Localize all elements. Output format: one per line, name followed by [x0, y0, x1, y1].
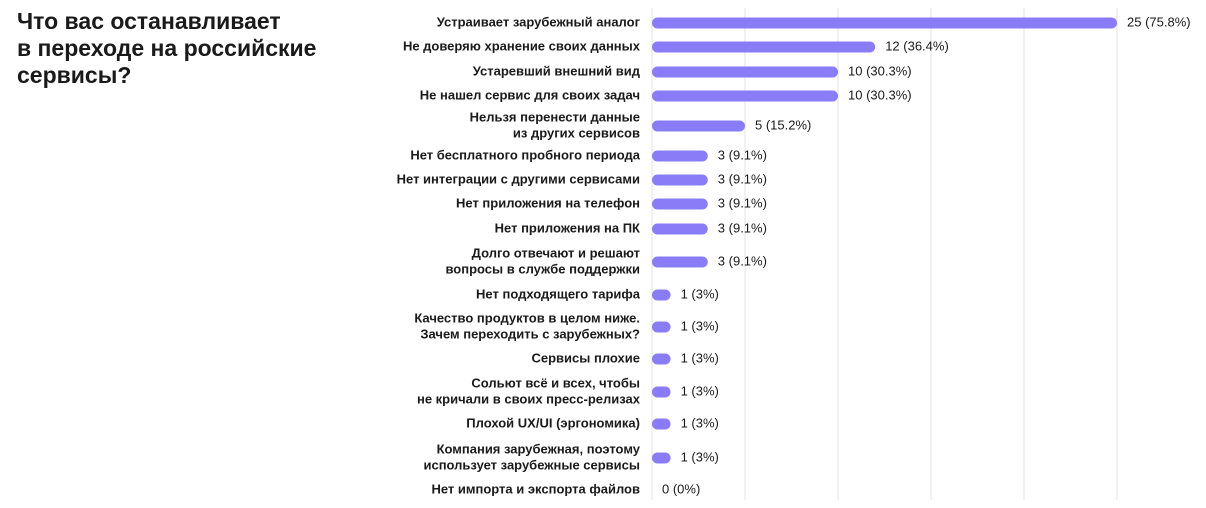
bar-row: Нет приложения на ПК 3 (9.1%)	[495, 220, 767, 235]
bar-row: Нет подходящего тарифа 1 (3%)	[476, 286, 719, 301]
category-label: Нет интеграции с другими сервисами	[397, 171, 640, 186]
bar	[652, 386, 671, 398]
bar	[652, 289, 671, 301]
category-label: Зачем переходить с зарубежных?	[420, 326, 640, 341]
category-label: Нет приложения на ПК	[495, 220, 640, 235]
bar-row: Устраивает зарубежный аналог 25 (75.8%)	[437, 14, 1191, 29]
chart-title: Что вас останавливает в переходе на росс…	[17, 8, 317, 88]
bar-row: Качество продуктов в целом ниже.Зачем пе…	[414, 310, 719, 341]
bar	[652, 17, 1117, 29]
bar-row: Не нашел сервис для своих задач 10 (30.3%…	[420, 87, 912, 102]
value-label: 3 (9.1%)	[718, 171, 767, 186]
value-label: 1 (3%)	[681, 286, 719, 301]
category-label: Нельзя перенести данные	[470, 109, 640, 124]
bar-row: Нет импорта и экспорта файлов 0 (0%)	[431, 481, 700, 496]
category-label: Сервисы плохие	[532, 350, 641, 365]
category-label: Нет приложения на телефон	[456, 195, 640, 210]
category-label: Долго отвечают и решают	[472, 245, 640, 260]
category-label: Нет подходящего тарифа	[476, 286, 641, 301]
category-label: Сольют всё и всех, чтобы	[471, 375, 640, 390]
bar	[652, 66, 838, 78]
category-label: из других сервисов	[513, 125, 640, 140]
value-label: 1 (3%)	[681, 383, 719, 398]
bar	[652, 321, 671, 333]
category-label: использует зарубежные сервисы	[423, 457, 640, 472]
category-label: не кричали в своих пресс-релизах	[417, 391, 641, 406]
category-label: Качество продуктов в целом ниже.	[414, 310, 640, 325]
value-label: 3 (9.1%)	[718, 147, 767, 162]
value-label: 1 (3%)	[681, 415, 719, 430]
category-label: Компания зарубежная, поэтому	[437, 441, 641, 456]
bar	[652, 90, 838, 102]
category-label: Устраивает зарубежный аналог	[437, 14, 641, 29]
bar	[652, 223, 708, 235]
bar-row: Нет интеграции с другими сервисами 3 (9.1…	[397, 171, 767, 186]
category-label: вопросы в службе поддержки	[445, 261, 640, 276]
gridlines	[651, 8, 1118, 500]
category-label: Не доверяю хранение своих данных	[403, 38, 641, 53]
value-label: 25 (75.8%)	[1127, 14, 1191, 29]
bar	[652, 418, 671, 430]
bar	[652, 198, 708, 210]
category-label: Нет бесплатного пробного периода	[410, 147, 640, 162]
value-label: 1 (3%)	[681, 350, 719, 365]
bar	[652, 353, 671, 365]
value-label: 3 (9.1%)	[718, 195, 767, 210]
bar-row: Не доверяю хранение своих данных 12 (36.4…	[403, 38, 949, 53]
value-label: 1 (3%)	[681, 449, 719, 464]
value-label: 3 (9.1%)	[718, 220, 767, 235]
bar-row: Плохой UX/UI (эргономика) 1 (3%)	[466, 415, 719, 430]
bar	[652, 41, 876, 53]
bar	[652, 452, 671, 464]
value-label: 3 (9.1%)	[718, 253, 767, 268]
bar-row: Нет приложения на телефон 3 (9.1%)	[456, 195, 767, 210]
bar	[652, 174, 708, 186]
category-label: Не нашел сервис для своих задач	[420, 87, 640, 102]
value-label: 0 (0%)	[662, 481, 700, 496]
bar	[652, 256, 708, 268]
bar	[652, 120, 745, 132]
bar	[652, 150, 708, 162]
category-label: Нет импорта и экспорта файлов	[431, 481, 640, 496]
category-label: Плохой UX/UI (эргономика)	[466, 415, 640, 430]
bar-row: Сервисы плохие 1 (3%)	[532, 350, 719, 365]
value-label: 1 (3%)	[681, 318, 719, 333]
bar-row: Устаревший внешний вид 10 (30.3%)	[473, 63, 912, 78]
value-label: 12 (36.4%)	[885, 38, 949, 53]
value-label: 5 (15.2%)	[755, 117, 811, 132]
value-label: 10 (30.3%)	[848, 87, 912, 102]
value-label: 10 (30.3%)	[848, 63, 912, 78]
category-label: Устаревший внешний вид	[473, 63, 641, 78]
bar-row: Нет бесплатного пробного периода 3 (9.1%)	[410, 147, 767, 162]
